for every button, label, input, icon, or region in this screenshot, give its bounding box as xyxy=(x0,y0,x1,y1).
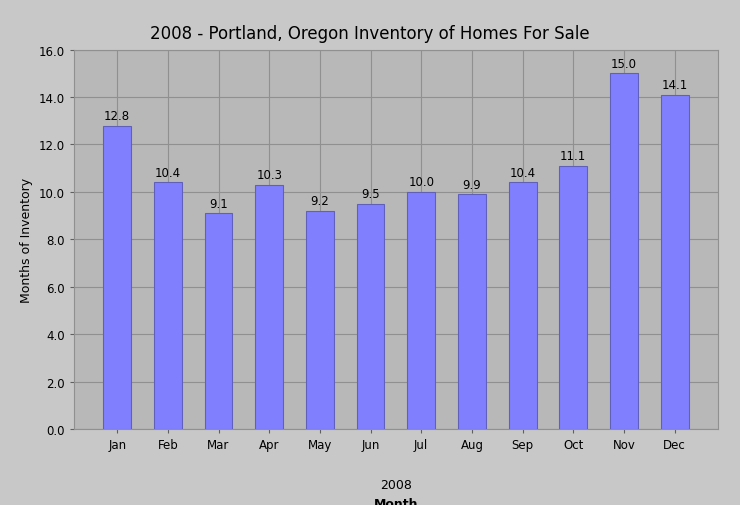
Bar xyxy=(204,214,232,429)
Text: 9.1: 9.1 xyxy=(209,197,228,210)
Bar xyxy=(357,205,385,429)
Bar xyxy=(104,126,131,429)
Text: 15.0: 15.0 xyxy=(611,58,637,71)
Bar xyxy=(154,183,182,429)
Text: 9.2: 9.2 xyxy=(311,195,329,208)
Bar xyxy=(661,95,688,429)
Bar xyxy=(610,74,638,429)
Bar xyxy=(407,192,435,429)
Text: 12.8: 12.8 xyxy=(104,110,130,123)
Text: 10.3: 10.3 xyxy=(256,169,282,182)
Bar xyxy=(255,185,283,429)
Y-axis label: Months of Inventory: Months of Inventory xyxy=(20,177,33,302)
Text: 2008 - Portland, Oregon Inventory of Homes For Sale: 2008 - Portland, Oregon Inventory of Hom… xyxy=(150,25,590,43)
Bar xyxy=(559,167,588,429)
Text: 14.1: 14.1 xyxy=(662,79,687,92)
Text: 10.4: 10.4 xyxy=(155,167,181,179)
Text: 9.5: 9.5 xyxy=(361,188,380,201)
Text: 10.0: 10.0 xyxy=(408,176,434,189)
Text: Month: Month xyxy=(374,497,418,505)
Text: 9.9: 9.9 xyxy=(462,178,481,191)
Text: 10.4: 10.4 xyxy=(510,167,536,179)
Text: 2008: 2008 xyxy=(380,479,412,491)
Bar xyxy=(458,195,486,429)
Bar xyxy=(306,212,334,429)
Bar xyxy=(508,183,536,429)
Text: 11.1: 11.1 xyxy=(560,150,586,163)
